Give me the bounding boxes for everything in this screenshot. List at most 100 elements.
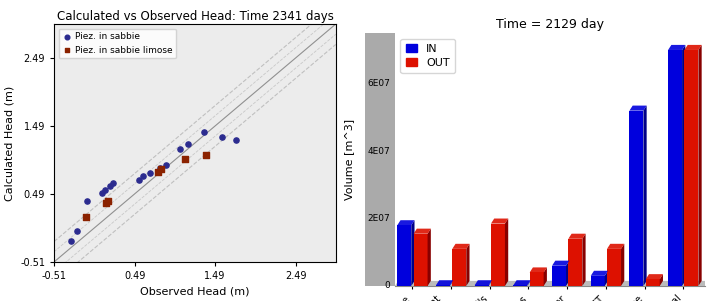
Polygon shape: [491, 224, 505, 286]
Polygon shape: [630, 111, 643, 286]
Piez. in sabbie limose: [201, 152, 212, 157]
Polygon shape: [505, 219, 508, 286]
Piez. in sabbie limose: [103, 199, 114, 204]
Polygon shape: [491, 219, 508, 224]
Polygon shape: [630, 106, 647, 111]
Piez. in sabbie limose: [180, 157, 191, 162]
Polygon shape: [436, 280, 453, 285]
Polygon shape: [668, 281, 685, 286]
Piez. in sabbie: [104, 184, 116, 189]
Title: Calculated vs Observed Head: Time 2341 days: Calculated vs Observed Head: Time 2341 d…: [56, 10, 334, 23]
Polygon shape: [397, 281, 414, 286]
Piez. in sabbie limose: [100, 200, 111, 205]
Piez. in sabbie limose: [155, 166, 167, 171]
Polygon shape: [513, 285, 527, 286]
Polygon shape: [452, 244, 469, 249]
Polygon shape: [630, 281, 647, 286]
Polygon shape: [414, 229, 431, 234]
Polygon shape: [643, 106, 647, 286]
Polygon shape: [607, 249, 621, 286]
Piez. in sabbie: [174, 147, 186, 151]
Polygon shape: [645, 281, 663, 286]
Polygon shape: [452, 249, 466, 286]
Legend: IN, OUT: IN, OUT: [401, 39, 456, 73]
Text: 0: 0: [385, 281, 391, 290]
Piez. in sabbie: [198, 130, 209, 135]
Polygon shape: [489, 280, 492, 286]
Polygon shape: [621, 244, 625, 286]
Polygon shape: [544, 267, 547, 286]
Polygon shape: [566, 261, 569, 286]
X-axis label: Observed Head (m): Observed Head (m): [140, 287, 250, 296]
Polygon shape: [668, 50, 682, 286]
Piez. in sabbie: [65, 238, 77, 243]
Polygon shape: [698, 45, 702, 286]
Polygon shape: [513, 280, 531, 285]
Polygon shape: [397, 220, 414, 225]
Polygon shape: [530, 272, 544, 286]
Polygon shape: [607, 281, 625, 286]
Polygon shape: [427, 229, 431, 286]
Polygon shape: [591, 281, 608, 286]
Polygon shape: [466, 244, 469, 286]
Polygon shape: [568, 281, 586, 286]
Piez. in sabbie limose: [152, 169, 164, 174]
Polygon shape: [436, 285, 450, 286]
Polygon shape: [684, 50, 698, 286]
Polygon shape: [645, 274, 663, 279]
Piez. in sabbie: [182, 142, 193, 147]
Polygon shape: [397, 225, 412, 286]
Y-axis label: Calculated Head (m): Calculated Head (m): [4, 85, 14, 200]
Piez. in sabbie: [230, 138, 242, 143]
Polygon shape: [605, 271, 608, 286]
Piez. in sabbie: [71, 228, 83, 233]
Piez. in sabbie: [144, 170, 156, 175]
Polygon shape: [552, 266, 566, 286]
Title: Time = 2129 day: Time = 2129 day: [496, 17, 604, 31]
Polygon shape: [684, 45, 702, 50]
Piez. in sabbie: [138, 174, 149, 179]
Polygon shape: [474, 281, 492, 286]
Polygon shape: [474, 285, 489, 286]
Polygon shape: [452, 281, 469, 286]
Piez. in sabbie: [107, 181, 118, 185]
Polygon shape: [450, 280, 453, 286]
Polygon shape: [568, 239, 583, 286]
Piez. in sabbie: [160, 162, 172, 167]
Polygon shape: [607, 244, 625, 249]
Piez. in sabbie: [134, 177, 145, 182]
Text: 4E07: 4E07: [367, 147, 391, 156]
Piez. in sabbie: [154, 166, 165, 171]
Polygon shape: [568, 234, 586, 239]
Text: 2E07: 2E07: [367, 214, 391, 223]
Polygon shape: [414, 281, 431, 286]
Polygon shape: [395, 281, 709, 286]
Polygon shape: [436, 281, 453, 286]
Polygon shape: [591, 276, 605, 286]
Polygon shape: [414, 234, 427, 286]
Polygon shape: [552, 281, 569, 286]
Polygon shape: [527, 280, 531, 286]
Polygon shape: [491, 281, 508, 286]
Polygon shape: [412, 220, 414, 286]
Text: Volume [m^3]: Volume [m^3]: [344, 119, 355, 200]
Polygon shape: [645, 279, 660, 286]
Piez. in sabbie: [82, 199, 93, 204]
Polygon shape: [684, 281, 702, 286]
Polygon shape: [552, 261, 569, 266]
Polygon shape: [668, 45, 685, 50]
Polygon shape: [513, 281, 531, 286]
Polygon shape: [660, 274, 663, 286]
Polygon shape: [530, 267, 547, 272]
Polygon shape: [591, 271, 608, 276]
Polygon shape: [474, 280, 492, 285]
Text: 6E07: 6E07: [367, 79, 391, 88]
Piez. in sabbie: [217, 135, 228, 139]
Polygon shape: [530, 281, 547, 286]
Legend: Piez. in sabbie, Piez. in sabbie limose: Piez. in sabbie, Piez. in sabbie limose: [58, 29, 176, 58]
Piez. in sabbie limose: [79, 215, 91, 219]
Piez. in sabbie: [96, 191, 108, 196]
Polygon shape: [583, 234, 586, 286]
Piez. in sabbie: [99, 188, 110, 192]
Polygon shape: [682, 45, 685, 286]
